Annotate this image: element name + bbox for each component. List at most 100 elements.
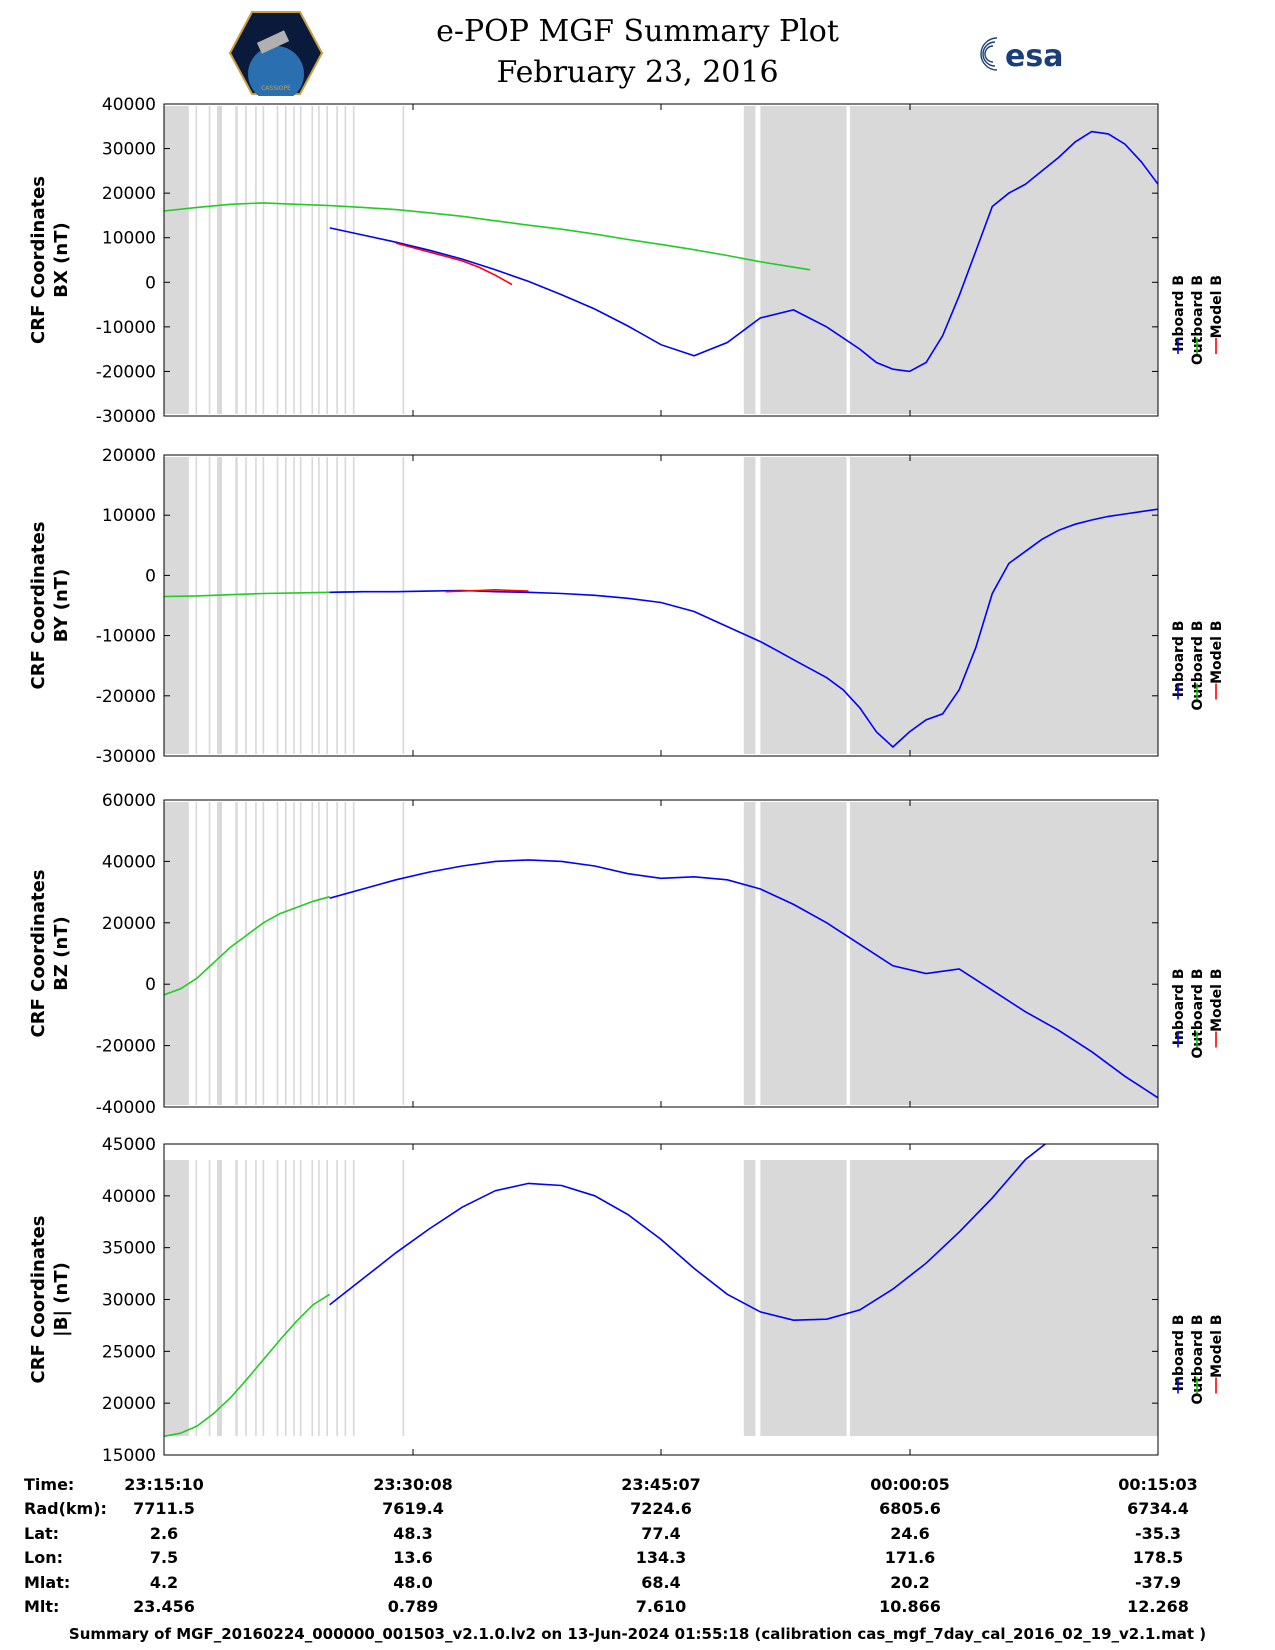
data-gap-band <box>336 457 338 754</box>
data-gap-band <box>326 457 329 754</box>
data-gap-band <box>402 802 405 1105</box>
data-gap-band <box>245 106 247 414</box>
ephemeris-label: Mlt: <box>24 1597 59 1616</box>
y-axis-label-line1: CRF Coordinates <box>28 522 49 690</box>
data-gap-band <box>344 457 347 754</box>
plot-date: February 23, 2016 <box>496 55 779 90</box>
data-gap-band <box>352 106 355 414</box>
y-axis-label-line2: BZ (nT) <box>51 916 72 991</box>
ephemeris-value: -37.9 <box>1135 1573 1181 1592</box>
data-gap-band <box>235 1160 238 1436</box>
ephemeris-value: 7224.6 <box>630 1499 692 1518</box>
legend-label: Model B <box>1209 275 1225 338</box>
data-gap-band <box>245 457 247 754</box>
data-gap-band <box>344 802 347 1105</box>
data-gap-band <box>284 106 287 414</box>
esa-logo: esa <box>980 37 1063 74</box>
chart-panel-3: 60000 40000 20000 0 -20000 -40000 CRF Coordina… <box>28 791 1225 1118</box>
data-gap-band <box>318 1160 320 1436</box>
data-gap-band <box>311 457 314 754</box>
data-gap-band <box>276 1160 279 1436</box>
ephemeris-value: 7.5 <box>150 1548 178 1567</box>
y-tick-label: 20000 <box>102 184 156 204</box>
y-tick-label: 0 <box>145 273 156 293</box>
ephemeris-row: Rad(km): 7711.5 7619.4 7224.6 6805.6 6734.4 <box>24 1499 1189 1518</box>
ephemeris-value: 23:45:07 <box>621 1475 701 1494</box>
data-gap-band <box>299 1160 302 1436</box>
legend-label: Inboard B <box>1171 621 1187 698</box>
data-gap-band <box>262 1160 265 1436</box>
data-gap-band <box>336 802 338 1105</box>
ephemeris-value: 4.2 <box>150 1573 178 1592</box>
y-axis-label-line2: BY (nT) <box>51 569 72 643</box>
data-gap-band <box>208 802 211 1105</box>
data-gap-band <box>760 1160 847 1436</box>
y-tick-label: 20000 <box>102 1394 156 1414</box>
y-tick-label: 10000 <box>102 506 156 526</box>
data-gap-band <box>336 106 338 414</box>
ephemeris-value: 171.6 <box>885 1548 936 1567</box>
logo-caption: CASSIOPE <box>261 85 291 92</box>
ephemeris-value: 0.789 <box>388 1597 439 1616</box>
y-tick-label: -20000 <box>96 687 156 707</box>
legend-label: Model B <box>1209 1315 1225 1378</box>
plot-title: e-POP MGF Summary Plot <box>436 14 839 49</box>
legend-label: Outboard B <box>1190 275 1206 365</box>
data-gap-band <box>262 802 265 1105</box>
series-line-inboard-b <box>329 508 1158 749</box>
ephemeris-value: 77.4 <box>641 1524 680 1543</box>
series-line-model-b <box>395 242 513 286</box>
data-gap-band <box>311 106 314 414</box>
data-gap-band <box>255 457 257 754</box>
ephemeris-value: 23:30:08 <box>373 1475 453 1494</box>
data-gap-band <box>849 106 1158 414</box>
data-gap-band <box>352 802 355 1105</box>
data-gap-band <box>849 1160 1158 1436</box>
ephemeris-row: Mlt: 23.456 0.789 7.610 10.866 12.268 <box>24 1597 1189 1616</box>
data-gap-band <box>164 457 189 754</box>
legend-label: Outboard B <box>1190 621 1206 711</box>
data-gap-band <box>849 802 1158 1105</box>
ephemeris-value: 48.0 <box>393 1573 432 1592</box>
ephemeris-label: Lat: <box>24 1524 59 1543</box>
data-gap-band <box>245 1160 247 1436</box>
y-tick-label: -20000 <box>96 1037 156 1057</box>
data-gap-band <box>344 106 347 414</box>
data-gap-band <box>318 106 320 414</box>
data-gap-band <box>849 457 1158 754</box>
data-gap-band <box>255 802 257 1105</box>
ephemeris-row: Time: 23:15:10 23:30:08 23:45:07 00:00:05 00:… <box>24 1475 1198 1494</box>
data-gap-band <box>217 457 222 754</box>
ephemeris-value: 7711.5 <box>133 1499 195 1518</box>
y-tick-label: -30000 <box>96 747 156 767</box>
ephemeris-value: 7619.4 <box>382 1499 444 1518</box>
ephemeris-value: 13.6 <box>393 1548 432 1567</box>
y-tick-label: -30000 <box>96 407 156 427</box>
data-gap-band <box>293 1160 295 1436</box>
ephemeris-value: -35.3 <box>1135 1524 1181 1543</box>
plot-frame <box>163 454 1159 757</box>
data-gap-band <box>284 1160 287 1436</box>
data-gap-band <box>743 1160 756 1436</box>
series-line-inboard-b <box>329 130 1158 373</box>
data-gap-band <box>318 802 320 1105</box>
ephemeris-value: 178.5 <box>1133 1548 1184 1567</box>
data-gap-band <box>255 106 257 414</box>
data-gap-band <box>262 457 265 754</box>
y-tick-label: 25000 <box>102 1342 156 1362</box>
legend-label: Inboard B <box>1171 1315 1187 1392</box>
y-tick-label: 40000 <box>102 1187 156 1207</box>
plot-frame <box>163 103 1159 417</box>
y-tick-label: 20000 <box>102 446 156 466</box>
data-gap-band <box>255 1160 257 1436</box>
data-gap-band <box>164 106 189 414</box>
data-gap-band <box>284 802 287 1105</box>
data-gap-band <box>235 802 238 1105</box>
ephemeris-row: Mlat: 4.2 48.0 68.4 20.2 -37.9 <box>24 1573 1181 1592</box>
data-gap-band <box>402 1160 405 1436</box>
ephemeris-row: Lon: 7.5 13.6 134.3 171.6 178.5 <box>24 1548 1183 1567</box>
series-line-inboard-b <box>329 1144 1047 1322</box>
data-gap-band <box>352 1160 355 1436</box>
data-gap-band <box>326 802 329 1105</box>
